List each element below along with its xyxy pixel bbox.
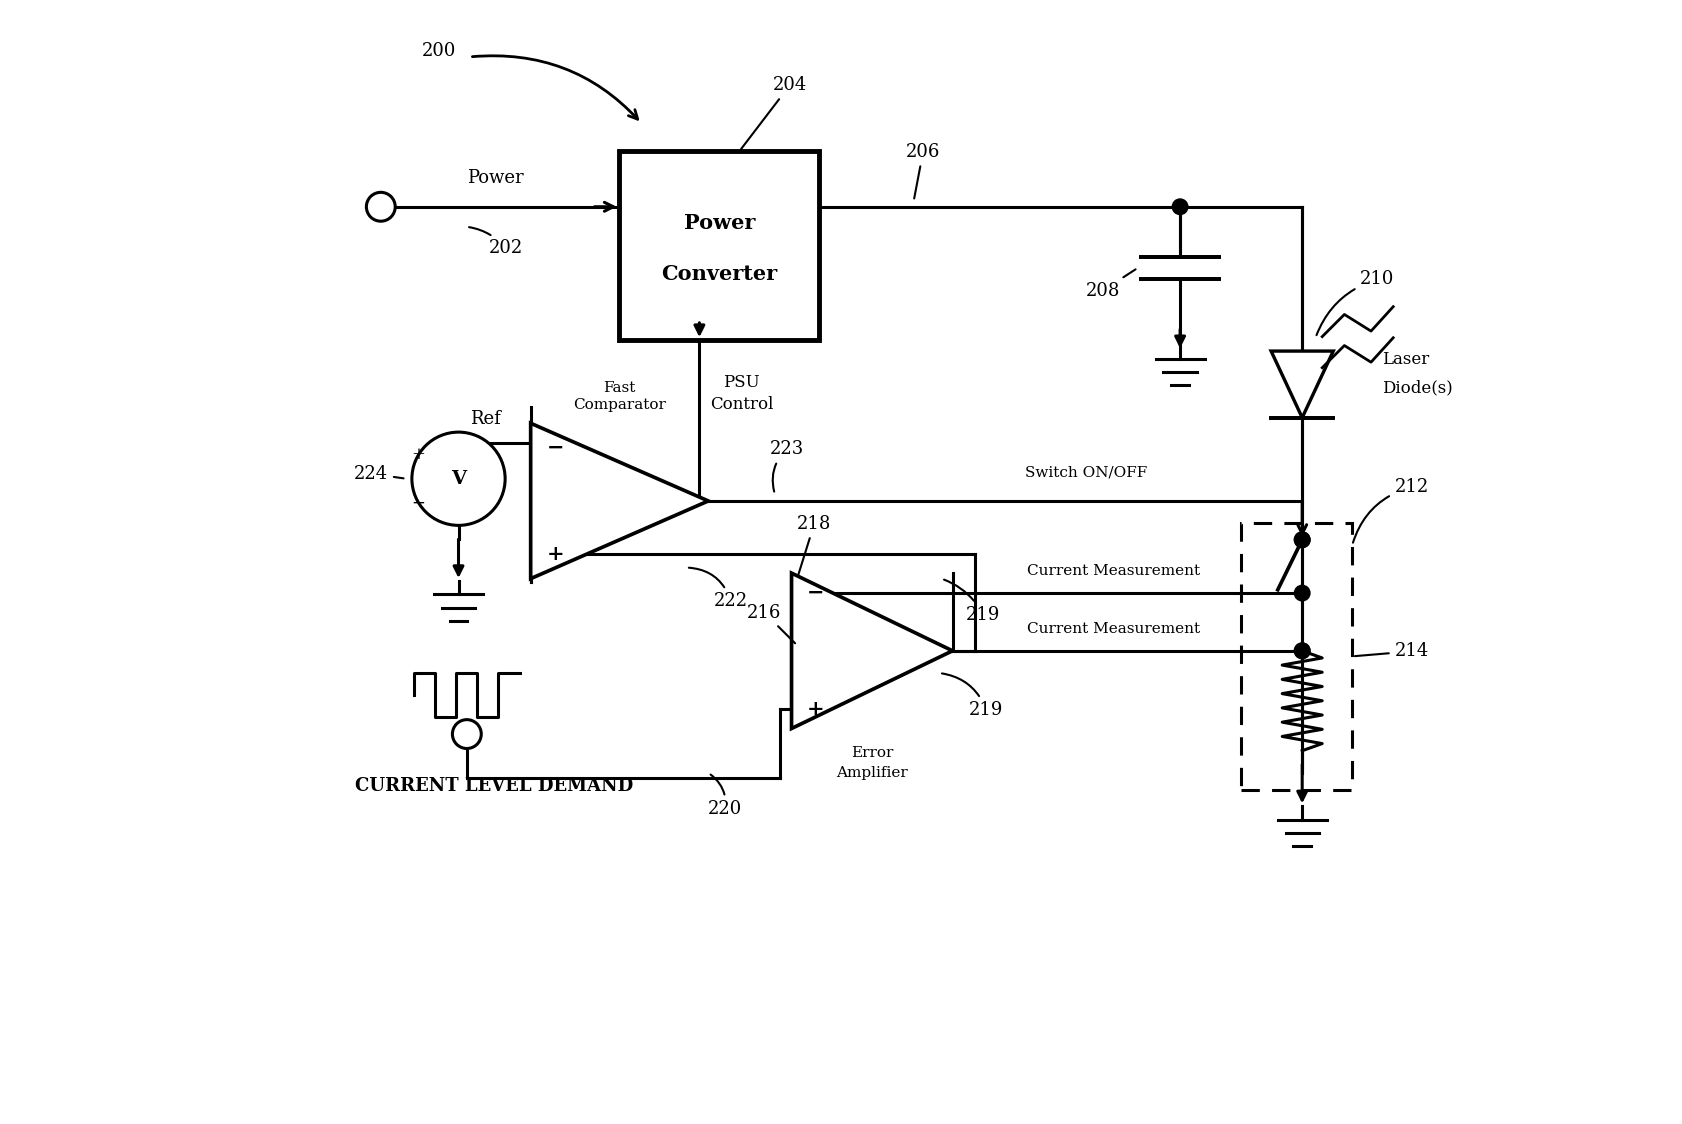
Circle shape (1172, 199, 1187, 215)
Text: 218: 218 (797, 515, 831, 575)
Text: 220: 220 (708, 774, 742, 818)
Text: +: + (412, 446, 426, 463)
Text: 200: 200 (422, 43, 456, 61)
Text: Current Measurement: Current Measurement (1026, 622, 1199, 635)
Text: 219: 219 (942, 673, 1002, 719)
Text: Ref: Ref (469, 410, 500, 428)
Text: Comparator: Comparator (572, 399, 666, 413)
Circle shape (452, 719, 481, 749)
Polygon shape (1270, 351, 1332, 418)
Text: 219: 219 (944, 580, 999, 624)
Text: 206: 206 (905, 143, 940, 199)
Text: −: − (807, 583, 824, 604)
Text: Current Measurement: Current Measurement (1026, 564, 1199, 578)
Text: +: + (807, 698, 824, 718)
Circle shape (367, 192, 395, 221)
Text: Power: Power (683, 212, 755, 233)
Text: Amplifier: Amplifier (836, 765, 907, 780)
Text: Fast: Fast (602, 381, 636, 395)
Text: Control: Control (710, 396, 772, 413)
Circle shape (1293, 643, 1309, 659)
Text: 223: 223 (769, 441, 802, 491)
Circle shape (1293, 532, 1309, 547)
Circle shape (1293, 532, 1309, 547)
Text: V: V (451, 470, 466, 488)
Text: −: − (547, 437, 563, 457)
Text: 214: 214 (1354, 642, 1428, 661)
Text: 202: 202 (469, 227, 523, 257)
Text: Switch ON/OFF: Switch ON/OFF (1024, 465, 1145, 479)
Text: Converter: Converter (661, 264, 777, 284)
Circle shape (1293, 643, 1309, 659)
Text: PSU: PSU (723, 373, 760, 391)
Text: CURRENT LEVEL DEMAND: CURRENT LEVEL DEMAND (355, 777, 634, 796)
Text: 224: 224 (353, 464, 404, 482)
Text: 222: 222 (688, 568, 747, 610)
Text: 216: 216 (747, 604, 794, 643)
Text: +: + (547, 544, 563, 564)
FancyBboxPatch shape (619, 152, 819, 339)
Text: Power: Power (466, 169, 523, 187)
Text: 204: 204 (740, 76, 806, 149)
Circle shape (412, 432, 505, 525)
Text: 208: 208 (1085, 270, 1135, 300)
Circle shape (1293, 586, 1309, 601)
Text: Laser: Laser (1381, 352, 1428, 369)
Text: Diode(s): Diode(s) (1381, 379, 1452, 397)
Polygon shape (791, 573, 952, 728)
Text: 210: 210 (1315, 271, 1393, 335)
Text: −: − (412, 495, 426, 511)
Text: Error: Error (851, 746, 893, 760)
Text: 212: 212 (1352, 478, 1428, 543)
Polygon shape (530, 424, 708, 579)
